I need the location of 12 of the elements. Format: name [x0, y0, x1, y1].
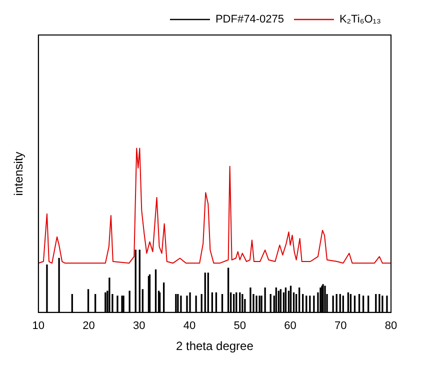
y-axis-title: intensity: [12, 152, 26, 196]
x-tick-label: 40: [183, 320, 196, 332]
legend-label: PDF#74-0275: [215, 14, 284, 26]
x-tick-label: 30: [133, 320, 146, 332]
x-tick-label: 50: [234, 320, 246, 332]
x-tick-label: 80: [384, 320, 398, 332]
x-tick-label: 10: [32, 320, 45, 332]
x-tick-label: 60: [284, 320, 296, 332]
x-tick-label: 70: [334, 320, 347, 332]
legend-label: K₂Ti₆O₁₃: [339, 14, 381, 26]
x-axis-title: 2 theta degree: [176, 339, 254, 354]
x-tick-label: 20: [82, 320, 95, 332]
